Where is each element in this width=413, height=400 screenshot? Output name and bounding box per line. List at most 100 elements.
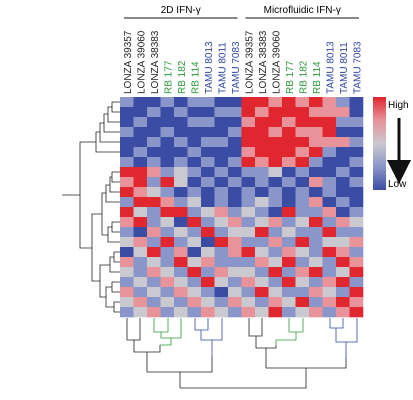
heatmap-cell [228,137,242,148]
heatmap-cell [309,177,323,188]
column-label: LONZA 39060 [136,30,147,94]
heatmap-cell [120,197,134,208]
heatmap-cell [174,187,188,198]
heatmap-cell [160,137,175,148]
heatmap-cell [268,287,283,298]
heatmap-cell [120,247,134,258]
heatmap-cell [349,237,364,248]
heatmap-cell [147,307,161,318]
heatmap-cell [120,107,134,118]
heatmap-cell [255,287,269,298]
heatmap-cell [228,97,242,108]
heatmap-cell [228,227,242,238]
colorbar-low: Low [388,179,407,190]
heatmap-cell [322,207,337,218]
heatmap-cell [336,187,350,198]
heatmap-cell [295,177,310,188]
heatmap-cell [228,207,242,218]
heatmap-cell [187,107,202,118]
heatmap-cell [295,247,310,258]
heatmap-cell [201,147,215,158]
heatmap-cell [133,307,148,318]
heatmap-cell [336,127,350,138]
heatmap-cell [160,217,175,228]
heatmap-cell [255,217,269,228]
heatmap-cell [255,117,269,128]
heatmap-cell [268,187,283,198]
heatmap-cell [201,157,215,168]
column-label: TAMU 8013 [204,41,215,94]
heatmap-cell [133,97,148,108]
heatmap-cell [120,177,134,188]
heatmap-cell [214,177,229,188]
heatmap-cell [349,107,364,118]
heatmap-cell [160,287,175,298]
heatmap-cell [255,167,269,178]
heatmap-cell [214,147,229,158]
heatmap-cell [295,227,310,238]
heatmap-cell [120,157,134,168]
heatmap-cell [187,237,202,248]
heatmap-cell [187,297,202,308]
row-dendrogram [62,101,120,313]
heatmap-cell [322,237,337,248]
heatmap-cell [349,247,364,258]
heatmap-cell [349,227,364,238]
heatmap-cell [349,97,364,108]
heatmap-cell [268,297,283,308]
heatmap-cell [174,127,188,138]
heatmap-cell [147,97,161,108]
heatmap-cell [241,237,256,248]
heatmap-cell [241,187,256,198]
heatmap-cell [349,257,364,268]
heatmap-cell [322,157,337,168]
heatmap-cell [268,157,283,168]
heatmap-cell [295,97,310,108]
heatmap-cell [241,257,256,268]
heatmap-cell [241,97,256,108]
heatmap-cell [201,247,215,258]
heatmap-cell [174,167,188,178]
heatmap-cell [255,297,269,308]
heatmap-cell [160,197,175,208]
heatmap-cell [349,187,364,198]
heatmap-cell [147,107,161,118]
heatmap-cell [268,97,283,108]
heatmap-cell [174,217,188,228]
heatmap-cell [187,97,202,108]
heatmap-cell [187,147,202,158]
heatmap-cell [241,247,256,258]
heatmap-cell [133,197,148,208]
heatmap-cell [282,237,296,248]
heatmap-cell [133,107,148,118]
heatmap-cell [309,137,323,148]
heatmap-cell [268,197,283,208]
heatmap-cell [214,197,229,208]
heatmap-cell [295,167,310,178]
heatmap-cell [228,287,242,298]
heatmap-cell [214,287,229,298]
heatmap-cell [241,267,256,278]
heatmap-cell [255,187,269,198]
heatmap-cell [201,107,215,118]
heatmap-cell [295,277,310,288]
heatmap-cell [336,147,350,158]
heatmap-cell [187,167,202,178]
heatmap-cell [309,117,323,128]
heatmap-cell [349,157,364,168]
heatmap-cell [228,147,242,158]
heatmap-cell [228,107,242,118]
heatmap-cell [349,167,364,178]
heatmap-cell [336,217,350,228]
heatmap-cell [349,117,364,128]
heatmap-cell [241,287,256,298]
heatmap-cell [309,267,323,278]
heatmap-cell [214,207,229,218]
heatmap-cell [160,227,175,238]
heatmap-cell [120,147,134,158]
heatmap-cell [174,257,188,268]
heatmap-cell [336,297,350,308]
column-label: TAMU 7083 [352,41,363,94]
heatmap-cell [268,237,283,248]
